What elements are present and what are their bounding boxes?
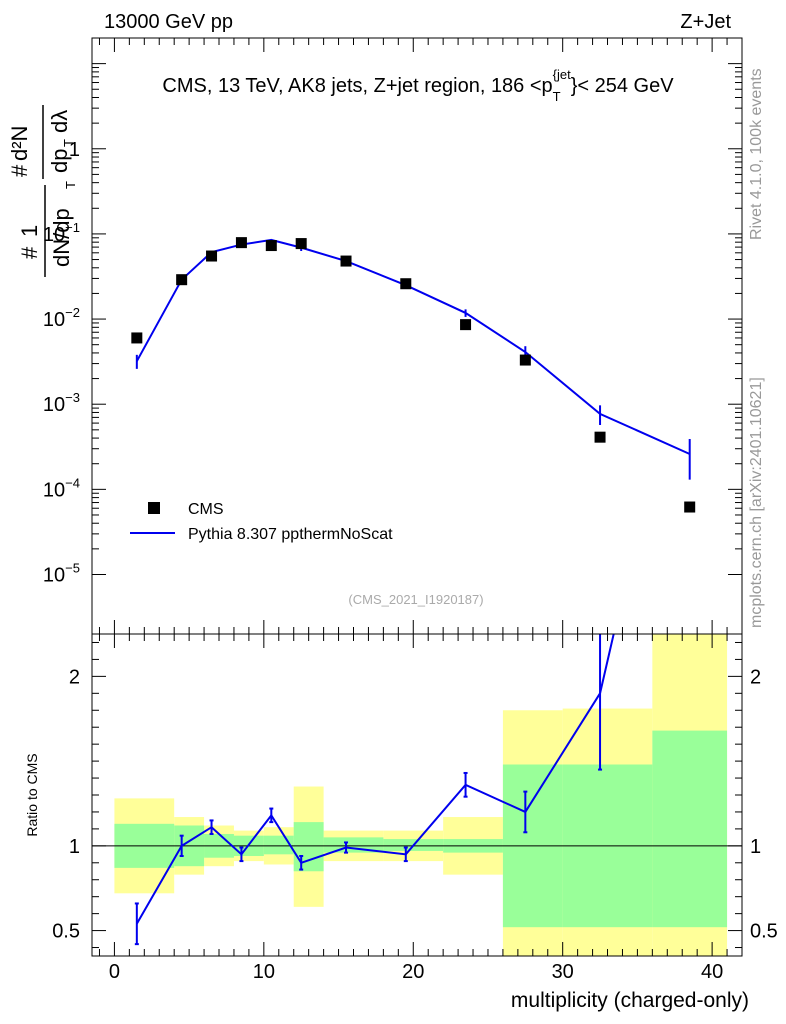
svg-text:1: 1 [17,225,42,237]
process-label: Z+Jet [680,11,731,33]
y-tick-label: 10−3 [43,390,80,416]
y-tick-label: 10−5 [43,560,80,586]
ratio-y-tick-label: 0.5 [52,921,80,943]
cms-data-point [594,431,606,443]
legend-mc-label: Pythia 8.307 ppthermNoScat [188,526,393,543]
svg-text:dp: dp [47,149,72,173]
cms-data-point [519,354,531,366]
svg-text:dN/dp: dN/dp [49,208,74,267]
x-tick-label: 40 [701,961,723,983]
ratio-y-tick-label: 1 [69,836,80,858]
svg-text:T: T [63,181,78,189]
mc-line [135,238,691,455]
uncertainty-band-inner [652,730,728,928]
svg-text:#: # [7,164,32,177]
uncertainty-band-inner [293,822,324,872]
ratio-line [135,634,615,925]
svg-text:d²N: d²N [7,126,32,161]
x-tick-label: 0 [109,961,120,983]
cms-data-point [235,237,247,249]
main-frame [91,37,743,635]
cms-data-point [460,319,472,331]
y-tick-label: 10−2 [43,305,80,331]
legend: CMS Pythia 8.307 ppthermNoScat [130,501,393,543]
ratio-y-axis-label: Ratio to CMS [24,753,40,836]
energy-label: 13000 GeV pp [104,11,233,33]
ratio-y-tick-label-right: 2 [750,666,761,688]
cms-data-point [684,501,696,513]
uncertainty-band-inner [323,837,384,853]
cms-data-point [295,238,307,250]
y-tick-label: 1 [69,139,80,161]
chart-title: CMS, 13 TeV, AK8 jets, Z+jet region, 186… [162,67,674,104]
cms-data-point [265,240,277,252]
ratio-y-tick-label-right: 1 [750,836,761,858]
ratio-plot-area [92,634,742,956]
svg-text:T: T [61,139,76,147]
legend-cms-label: CMS [188,501,224,518]
cms-data-point [176,274,188,286]
x-tick-label: 20 [402,961,424,983]
ratio-axes [92,634,743,956]
y-tick-label: 10−4 [43,475,80,501]
mcplots-label: mcplots.cern.ch [arXiv:2401.10621] [748,377,765,628]
svg-text:dλ: dλ [47,110,72,133]
ratio-y-tick-label: 2 [69,666,80,688]
ratio-y-tick-label-right: 0.5 [750,921,778,943]
ratio-tick-labels: 0.5 0.51 12 20 10 20 30 40 [52,666,778,983]
main-y-tick-labels: 10−5 10−4 10−3 10−2 10−1 1 [43,139,80,587]
x-tick-label: 30 [552,961,574,983]
cms-data-point [400,278,412,290]
cms-data-point [131,332,143,344]
svg-text:#: # [17,246,42,259]
analysis-watermark: (CMS_2021_I1920187) [348,592,483,607]
y-tick-label: 10−1 [43,220,80,246]
main-panel: 10−510−410−310−210−11 CMS, 13 TeV, AK8 j… [7,37,743,635]
main-plot-area [131,237,696,513]
y-axis-label: # 1 dN/dp T # d²N dp T dλ [7,105,78,277]
x-tick-label: 10 [253,961,275,983]
rivet-version-label: Rivet 4.1.0, 100k events [748,68,765,240]
x-axis-label: multiplicity (charged-only) [511,989,749,1012]
legend-cms-marker [148,502,160,514]
main-axes [92,37,743,634]
cms-data-point [206,250,218,262]
ratio-panel: 0.5 0.51 12 20 10 20 30 40 Ratio to CMS multipl… [24,633,778,1012]
cms-data-point [340,255,352,267]
